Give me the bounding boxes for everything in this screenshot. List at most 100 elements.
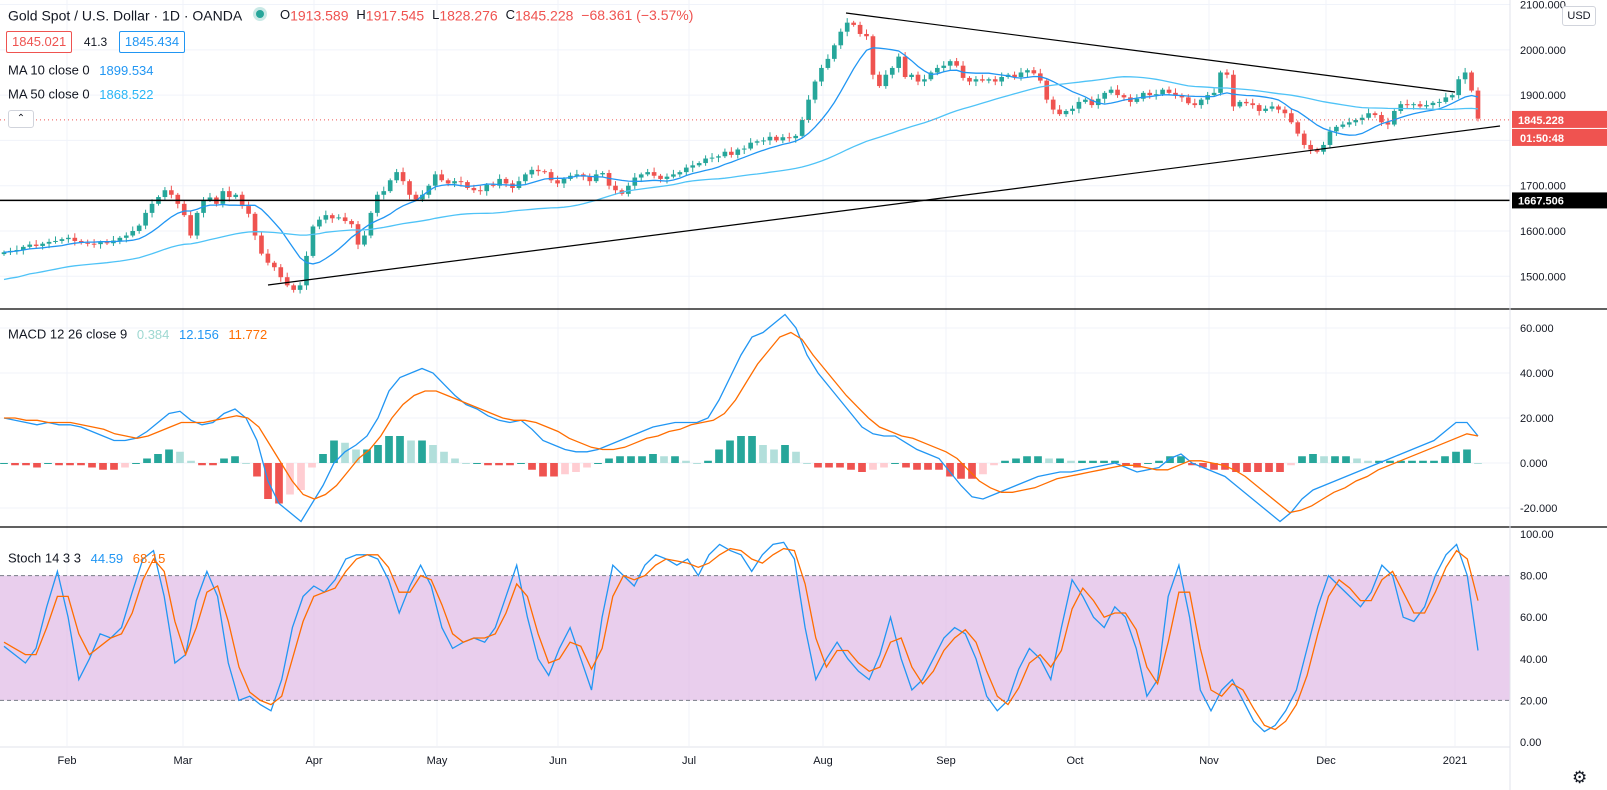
- stoch-legend[interactable]: Stoch 14 3 3 44.59 68.15: [8, 550, 165, 567]
- candle[interactable]: [1314, 147, 1320, 154]
- candle[interactable]: [1095, 94, 1101, 109]
- candle[interactable]: [902, 52, 908, 79]
- candle[interactable]: [851, 20, 856, 27]
- candle[interactable]: [967, 76, 972, 86]
- candle[interactable]: [786, 132, 792, 142]
- sell-price-button[interactable]: 1845.021: [6, 31, 73, 53]
- candle[interactable]: [1462, 67, 1468, 84]
- ma50-line[interactable]: [3, 76, 1479, 281]
- candle[interactable]: [169, 185, 174, 199]
- stoch-pane[interactable]: [0, 541, 1510, 733]
- candle[interactable]: [66, 234, 71, 243]
- candle[interactable]: [896, 53, 902, 73]
- candle[interactable]: [1057, 105, 1062, 116]
- candle[interactable]: [1385, 117, 1391, 130]
- candle[interactable]: [452, 178, 457, 188]
- candle[interactable]: [574, 169, 580, 179]
- candle[interactable]: [1443, 92, 1449, 104]
- candle[interactable]: [626, 182, 631, 197]
- ma10-legend[interactable]: MA 10 close 0 1899.534: [8, 62, 154, 79]
- candle[interactable]: [1243, 98, 1249, 106]
- candle[interactable]: [510, 180, 515, 193]
- candle[interactable]: [349, 219, 354, 228]
- candle[interactable]: [748, 138, 753, 151]
- candle[interactable]: [645, 168, 650, 177]
- candle[interactable]: [149, 199, 155, 218]
- candle[interactable]: [1198, 97, 1204, 109]
- candle[interactable]: [1, 250, 7, 256]
- symbol-title[interactable]: Gold Spot / U.S. Dollar · 1D · OANDA: [8, 7, 243, 24]
- candle[interactable]: [188, 210, 193, 239]
- candle[interactable]: [226, 186, 232, 202]
- candle[interactable]: [1340, 121, 1346, 129]
- macd-pane[interactable]: [0, 313, 1482, 523]
- candle[interactable]: [1050, 96, 1056, 115]
- candle[interactable]: [870, 34, 876, 80]
- candle[interactable]: [53, 236, 58, 244]
- candle[interactable]: [716, 154, 721, 163]
- candle[interactable]: [761, 137, 766, 145]
- candle[interactable]: [272, 260, 277, 271]
- candle[interactable]: [1134, 94, 1140, 104]
- candle[interactable]: [484, 182, 490, 196]
- candle[interactable]: [838, 28, 844, 49]
- candle[interactable]: [407, 179, 412, 200]
- candle[interactable]: [252, 211, 258, 241]
- candle[interactable]: [992, 76, 998, 86]
- candle[interactable]: [375, 191, 380, 217]
- candle[interactable]: [1430, 101, 1436, 109]
- stoch-d-line[interactable]: [3, 547, 1479, 731]
- candle[interactable]: [1218, 70, 1223, 96]
- candle[interactable]: [1301, 130, 1307, 149]
- candle[interactable]: [780, 134, 786, 144]
- candle[interactable]: [1224, 69, 1230, 79]
- candle[interactable]: [233, 192, 239, 199]
- candle[interactable]: [1231, 70, 1236, 111]
- candle[interactable]: [909, 72, 914, 80]
- candle[interactable]: [638, 172, 644, 183]
- candle[interactable]: [329, 213, 335, 223]
- candle[interactable]: [516, 176, 522, 190]
- candle[interactable]: [832, 43, 837, 62]
- candle[interactable]: [91, 239, 97, 248]
- candle[interactable]: [980, 74, 985, 83]
- candle[interactable]: [877, 71, 882, 88]
- candle[interactable]: [1237, 100, 1243, 109]
- candle[interactable]: [696, 161, 702, 168]
- candle[interactable]: [542, 169, 547, 174]
- candle[interactable]: [1437, 98, 1442, 108]
- candle[interactable]: [960, 61, 966, 81]
- candle[interactable]: [709, 153, 715, 163]
- candle[interactable]: [194, 211, 200, 240]
- candle[interactable]: [1366, 108, 1371, 120]
- candle[interactable]: [297, 282, 303, 294]
- candle[interactable]: [864, 29, 869, 40]
- candle[interactable]: [812, 79, 818, 104]
- gear-icon[interactable]: ⚙: [1572, 768, 1588, 787]
- candle[interactable]: [1346, 117, 1352, 128]
- candle[interactable]: [677, 170, 683, 178]
- candle[interactable]: [14, 245, 20, 255]
- candle[interactable]: [136, 223, 142, 234]
- candle[interactable]: [1025, 68, 1030, 77]
- candle[interactable]: [1083, 97, 1088, 104]
- candle[interactable]: [928, 70, 934, 82]
- candle[interactable]: [883, 70, 889, 89]
- candle[interactable]: [387, 178, 393, 193]
- candle[interactable]: [336, 214, 342, 221]
- candle[interactable]: [1276, 104, 1281, 114]
- candle[interactable]: [1166, 86, 1172, 96]
- candle[interactable]: [1128, 94, 1133, 107]
- candle[interactable]: [355, 221, 361, 250]
- candle[interactable]: [1353, 118, 1359, 126]
- candle[interactable]: [323, 210, 329, 224]
- candle[interactable]: [1469, 70, 1474, 93]
- candle[interactable]: [1308, 140, 1313, 154]
- candle[interactable]: [1089, 96, 1095, 108]
- stoch-k-line[interactable]: [3, 541, 1479, 733]
- candle[interactable]: [1269, 101, 1275, 112]
- candle[interactable]: [284, 272, 290, 288]
- symbol-legend[interactable]: Gold Spot / U.S. Dollar · 1D · OANDA O19…: [8, 6, 693, 23]
- candle[interactable]: [59, 237, 65, 244]
